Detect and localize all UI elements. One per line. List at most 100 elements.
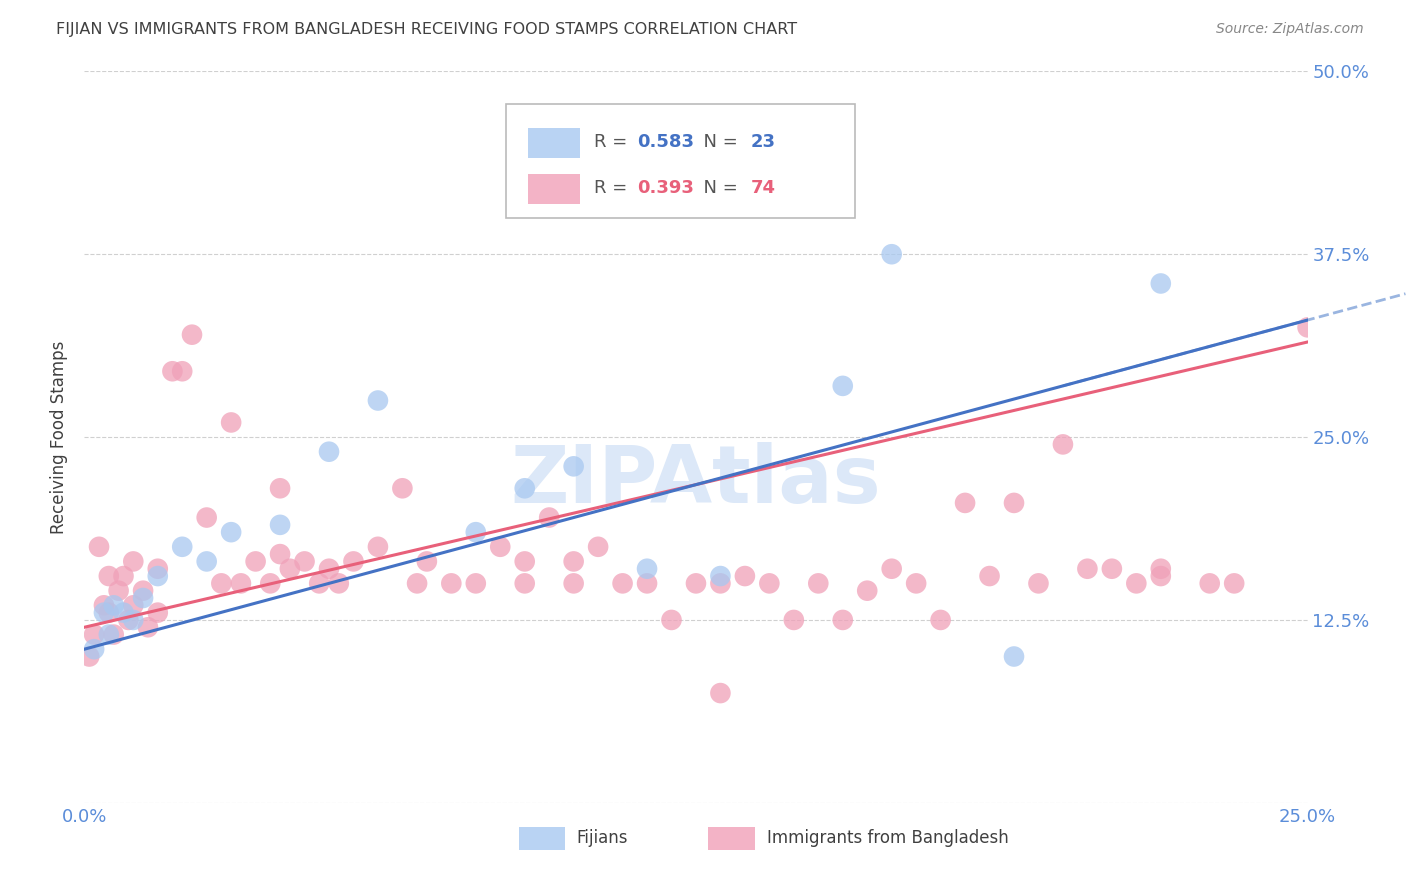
Point [661, 613, 683, 627]
Point [318, 562, 340, 576]
Point [132, 583, 155, 598]
Point [880, 247, 903, 261]
Point [367, 393, 389, 408]
Point [122, 599, 145, 613]
Point [181, 327, 204, 342]
Point [953, 496, 976, 510]
Point [172, 364, 194, 378]
Point [783, 613, 806, 627]
Point [1076, 562, 1098, 576]
Point [97, 569, 120, 583]
Point [562, 459, 585, 474]
Point [464, 576, 486, 591]
Point [880, 562, 903, 576]
FancyBboxPatch shape [506, 104, 855, 218]
Point [709, 569, 731, 583]
Point [245, 554, 267, 568]
Point [342, 554, 364, 568]
Point [117, 613, 139, 627]
Point [195, 554, 218, 568]
Point [209, 576, 232, 591]
Point [87, 540, 110, 554]
Point [77, 649, 100, 664]
Point [391, 481, 413, 495]
Point [562, 554, 585, 568]
Text: N =: N = [692, 179, 744, 197]
Point [103, 599, 125, 613]
Point [440, 576, 463, 591]
Point [122, 613, 145, 627]
Point [586, 540, 609, 554]
FancyBboxPatch shape [519, 827, 565, 850]
Point [278, 562, 301, 576]
Point [513, 554, 536, 568]
Text: 0.393: 0.393 [637, 179, 695, 197]
Point [328, 576, 350, 591]
Text: Immigrants from Bangladesh: Immigrants from Bangladesh [766, 829, 1008, 847]
Point [1125, 576, 1147, 591]
Point [636, 576, 658, 591]
Point [612, 576, 634, 591]
Point [318, 444, 340, 458]
Point [269, 517, 291, 532]
Point [406, 576, 429, 591]
Point [1150, 277, 1173, 291]
Point [83, 642, 105, 657]
Point [132, 591, 155, 605]
Text: R =: R = [595, 133, 634, 152]
Point [83, 627, 105, 641]
Point [1150, 569, 1173, 583]
Point [229, 576, 252, 591]
Point [195, 510, 218, 524]
Point [1223, 576, 1246, 591]
Point [831, 379, 853, 393]
Text: ZIPAtlas: ZIPAtlas [510, 442, 882, 520]
Point [979, 569, 1001, 583]
Point [538, 510, 561, 524]
Y-axis label: Receiving Food Stamps: Receiving Food Stamps [51, 341, 69, 533]
Point [308, 576, 330, 591]
FancyBboxPatch shape [709, 827, 755, 850]
Point [709, 576, 731, 591]
Point [489, 540, 512, 554]
Text: R =: R = [595, 179, 634, 197]
Text: N =: N = [692, 133, 744, 152]
Point [97, 606, 120, 620]
Point [464, 525, 486, 540]
Text: 23: 23 [751, 133, 776, 152]
Point [112, 569, 135, 583]
Point [416, 554, 439, 568]
Point [269, 547, 291, 561]
Point [562, 576, 585, 591]
Text: 0.583: 0.583 [637, 133, 695, 152]
Point [758, 576, 780, 591]
Point [1150, 562, 1173, 576]
Point [146, 606, 169, 620]
Point [136, 620, 159, 634]
Point [1198, 576, 1220, 591]
Point [219, 525, 242, 540]
Point [1028, 576, 1050, 591]
Point [146, 569, 169, 583]
Point [219, 416, 242, 430]
Point [1101, 562, 1123, 576]
Point [905, 576, 928, 591]
Text: Source: ZipAtlas.com: Source: ZipAtlas.com [1216, 22, 1364, 37]
Point [513, 481, 536, 495]
Point [1002, 496, 1025, 510]
Text: Fijians: Fijians [576, 829, 627, 847]
FancyBboxPatch shape [529, 174, 579, 204]
Point [636, 562, 658, 576]
Point [259, 576, 281, 591]
Text: FIJIAN VS IMMIGRANTS FROM BANGLADESH RECEIVING FOOD STAMPS CORRELATION CHART: FIJIAN VS IMMIGRANTS FROM BANGLADESH REC… [56, 22, 797, 37]
Point [1002, 649, 1025, 664]
Point [172, 540, 194, 554]
Point [97, 627, 120, 641]
Point [122, 554, 145, 568]
Point [162, 364, 184, 378]
Point [93, 606, 115, 620]
Point [146, 562, 169, 576]
Point [685, 576, 707, 591]
Text: 74: 74 [751, 179, 776, 197]
Point [513, 576, 536, 591]
